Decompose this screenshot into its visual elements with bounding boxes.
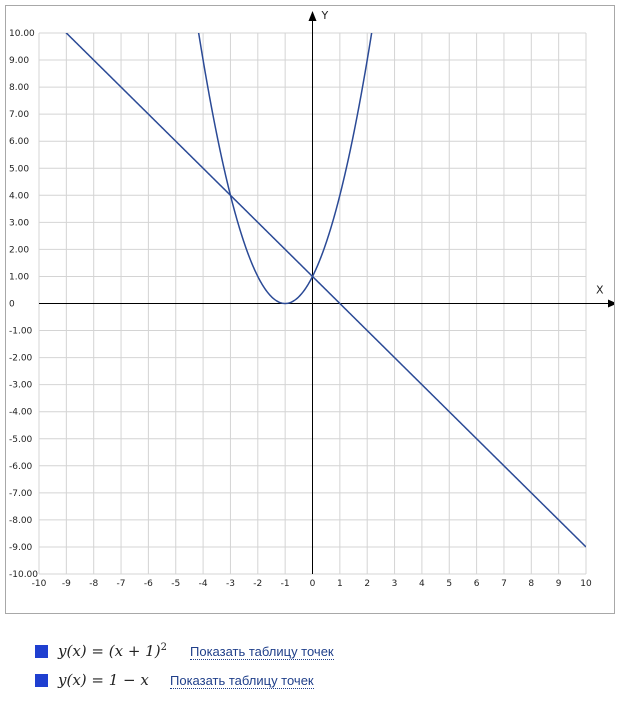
y-tick-label: 3.00 [9, 218, 29, 228]
line-curve [65, 33, 586, 548]
y-tick-label: 2.00 [9, 245, 29, 255]
function-graph: XY-10 -9 -8 -7 -6 -5 -4 -3 -2 -1 0 1 2 3 4 5 6 7 8 9 1010.00… [9, 9, 614, 589]
x-tick-label: -9 [62, 579, 71, 589]
y-axis-label: Y [321, 9, 329, 22]
y-tick-label: -5.00 [9, 435, 33, 445]
series-color-swatch [35, 674, 48, 687]
y-tick-label: -10.00 [9, 570, 38, 580]
series-color-swatch [35, 645, 48, 658]
x-tick-label: -4 [199, 579, 208, 589]
y-tick-label: 6.00 [9, 137, 29, 147]
y-tick-label: -1.00 [9, 327, 33, 337]
y-tick-label: -9.00 [9, 543, 33, 553]
x-tick-label: 4 [419, 579, 425, 589]
y-tick-label: -4.00 [9, 408, 33, 418]
y-tick-label: 9.00 [9, 56, 29, 66]
x-tick-label: -1 [281, 579, 290, 589]
line-formula: y(x) = 1 − x [58, 671, 149, 689]
parabola-formula: y(x) = (x + 1)2 [58, 642, 167, 660]
x-tick-label: 3 [392, 579, 398, 589]
y-tick-label: 7.00 [9, 110, 29, 120]
y-tick-label: -6.00 [9, 462, 33, 472]
x-tick-label: -2 [253, 579, 262, 589]
x-tick-label: 1 [337, 579, 343, 589]
x-axis-arrow [608, 299, 614, 308]
parabola-curve [197, 33, 373, 305]
y-tick-label: -2.00 [9, 354, 33, 364]
show-points-table-link[interactable]: Показать таблицу точек [190, 644, 334, 660]
x-tick-label: 6 [474, 579, 480, 589]
x-tick-label: 2 [364, 579, 370, 589]
show-points-table-link[interactable]: Показать таблицу точек [170, 673, 314, 689]
legend-item-line: y(x) = 1 − x Показать таблицу точек [35, 670, 595, 692]
y-tick-label: 10.00 [9, 29, 35, 39]
x-tick-label: -3 [226, 579, 235, 589]
x-tick-label: 5 [446, 579, 452, 589]
y-tick-label: -8.00 [9, 516, 33, 526]
x-tick-label: -5 [171, 579, 180, 589]
x-tick-label: 0 [310, 579, 316, 589]
x-tick-label: -10 [32, 579, 47, 589]
x-tick-label: 7 [501, 579, 507, 589]
y-axis-arrow [308, 11, 317, 21]
x-axis-label: X [596, 284, 604, 297]
y-tick-label: 1.00 [9, 272, 29, 282]
y-tick-label: 4.00 [9, 191, 29, 201]
x-tick-label: 10 [580, 579, 592, 589]
y-tick-label: -7.00 [9, 489, 33, 499]
y-tick-label: 0 [9, 300, 15, 310]
chart-frame: X Y -10 -9 -8 -7 -6 -5 -4 -3 -2 -1 0 1 2 3 4 5 6 7 8 9 10 10.00… [5, 5, 615, 614]
x-tick-label: 8 [528, 579, 534, 589]
x-tick-label: -8 [89, 579, 98, 589]
y-tick-label: -3.00 [9, 381, 33, 391]
y-tick-label: 8.00 [9, 83, 29, 93]
x-tick-label: -6 [144, 579, 153, 589]
x-tick-label: 9 [556, 579, 562, 589]
y-tick-label: 5.00 [9, 164, 29, 174]
x-tick-label: -7 [117, 579, 126, 589]
legend-item-parabola: y(x) = (x + 1)2 Показать таблицу точек [35, 641, 595, 663]
